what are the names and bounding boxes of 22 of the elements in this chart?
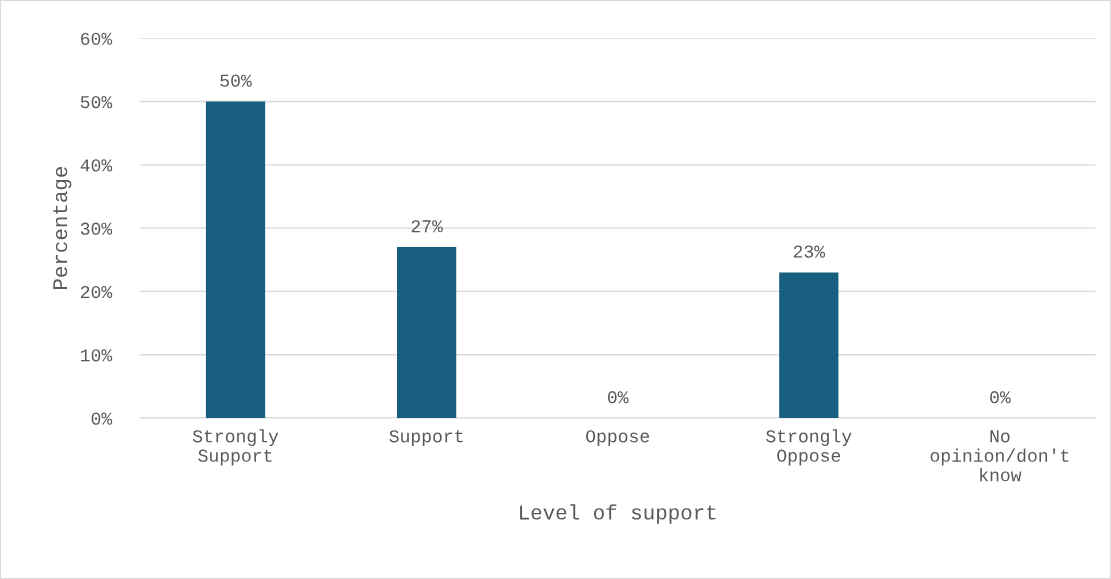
y-tick-label: 20% <box>80 285 113 299</box>
data-label: 23% <box>793 245 826 258</box>
y-tick-label: 60% <box>81 32 113 45</box>
x-tick-label: Strongly Support <box>192 429 279 466</box>
x-axis-title: Level of support <box>520 504 716 524</box>
x-tick-label: Strongly Oppose <box>766 429 852 466</box>
y-axis-title: Percentage <box>53 166 72 289</box>
data-label: 0% <box>607 391 629 404</box>
data-label: 50% <box>220 74 252 87</box>
y-tick-label: 40% <box>80 159 113 172</box>
y-tick-label: 10% <box>81 349 113 362</box>
bar <box>779 272 839 419</box>
y-tick-label: 0% <box>91 412 113 425</box>
x-tick-label: Support <box>389 430 463 446</box>
x-tick-label: Oppose <box>586 430 650 446</box>
x-tick-label: No opinion/don't know <box>930 430 1069 482</box>
data-label: 27% <box>411 220 443 233</box>
bar <box>397 247 457 419</box>
bar <box>205 101 266 419</box>
y-tick-label: 30% <box>80 222 113 235</box>
data-label: 0% <box>990 391 1011 404</box>
y-tick-label: 50% <box>80 95 113 109</box>
